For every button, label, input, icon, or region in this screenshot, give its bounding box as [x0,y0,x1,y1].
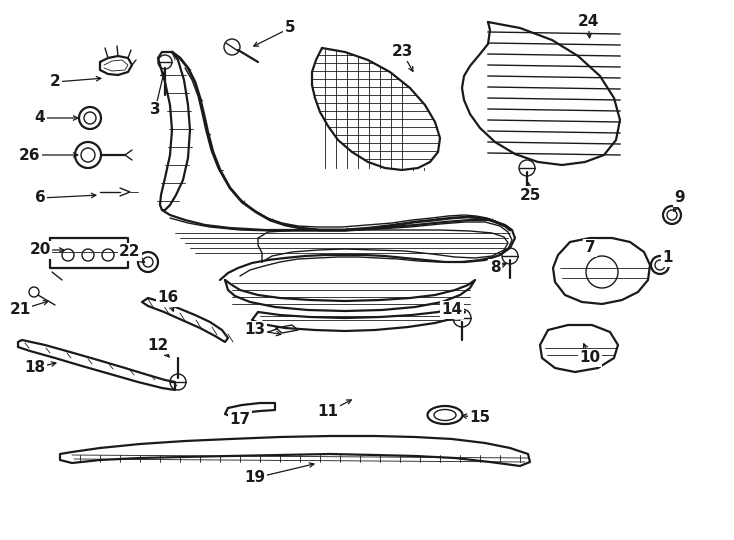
Text: 24: 24 [578,15,599,30]
Text: 6: 6 [34,191,46,206]
Text: 3: 3 [150,103,160,118]
Text: 14: 14 [441,302,462,318]
Text: 23: 23 [391,44,413,59]
Text: 20: 20 [29,242,51,258]
Text: 4: 4 [34,111,46,125]
Text: 17: 17 [230,413,250,428]
Text: 26: 26 [19,147,41,163]
Text: 7: 7 [585,240,595,255]
Text: 10: 10 [579,350,600,366]
Text: 19: 19 [244,470,266,485]
Text: 11: 11 [318,404,338,420]
Text: 18: 18 [24,361,46,375]
Text: 8: 8 [490,260,501,275]
Text: 13: 13 [244,322,266,338]
Text: 12: 12 [148,338,169,353]
Text: 22: 22 [119,245,141,260]
Text: 5: 5 [285,21,295,36]
Text: 2: 2 [50,75,60,90]
Text: 15: 15 [470,410,490,426]
Text: 25: 25 [520,187,541,202]
Text: 16: 16 [157,291,178,306]
Text: 1: 1 [663,251,673,266]
Text: 9: 9 [675,191,686,206]
Text: 21: 21 [10,302,31,318]
